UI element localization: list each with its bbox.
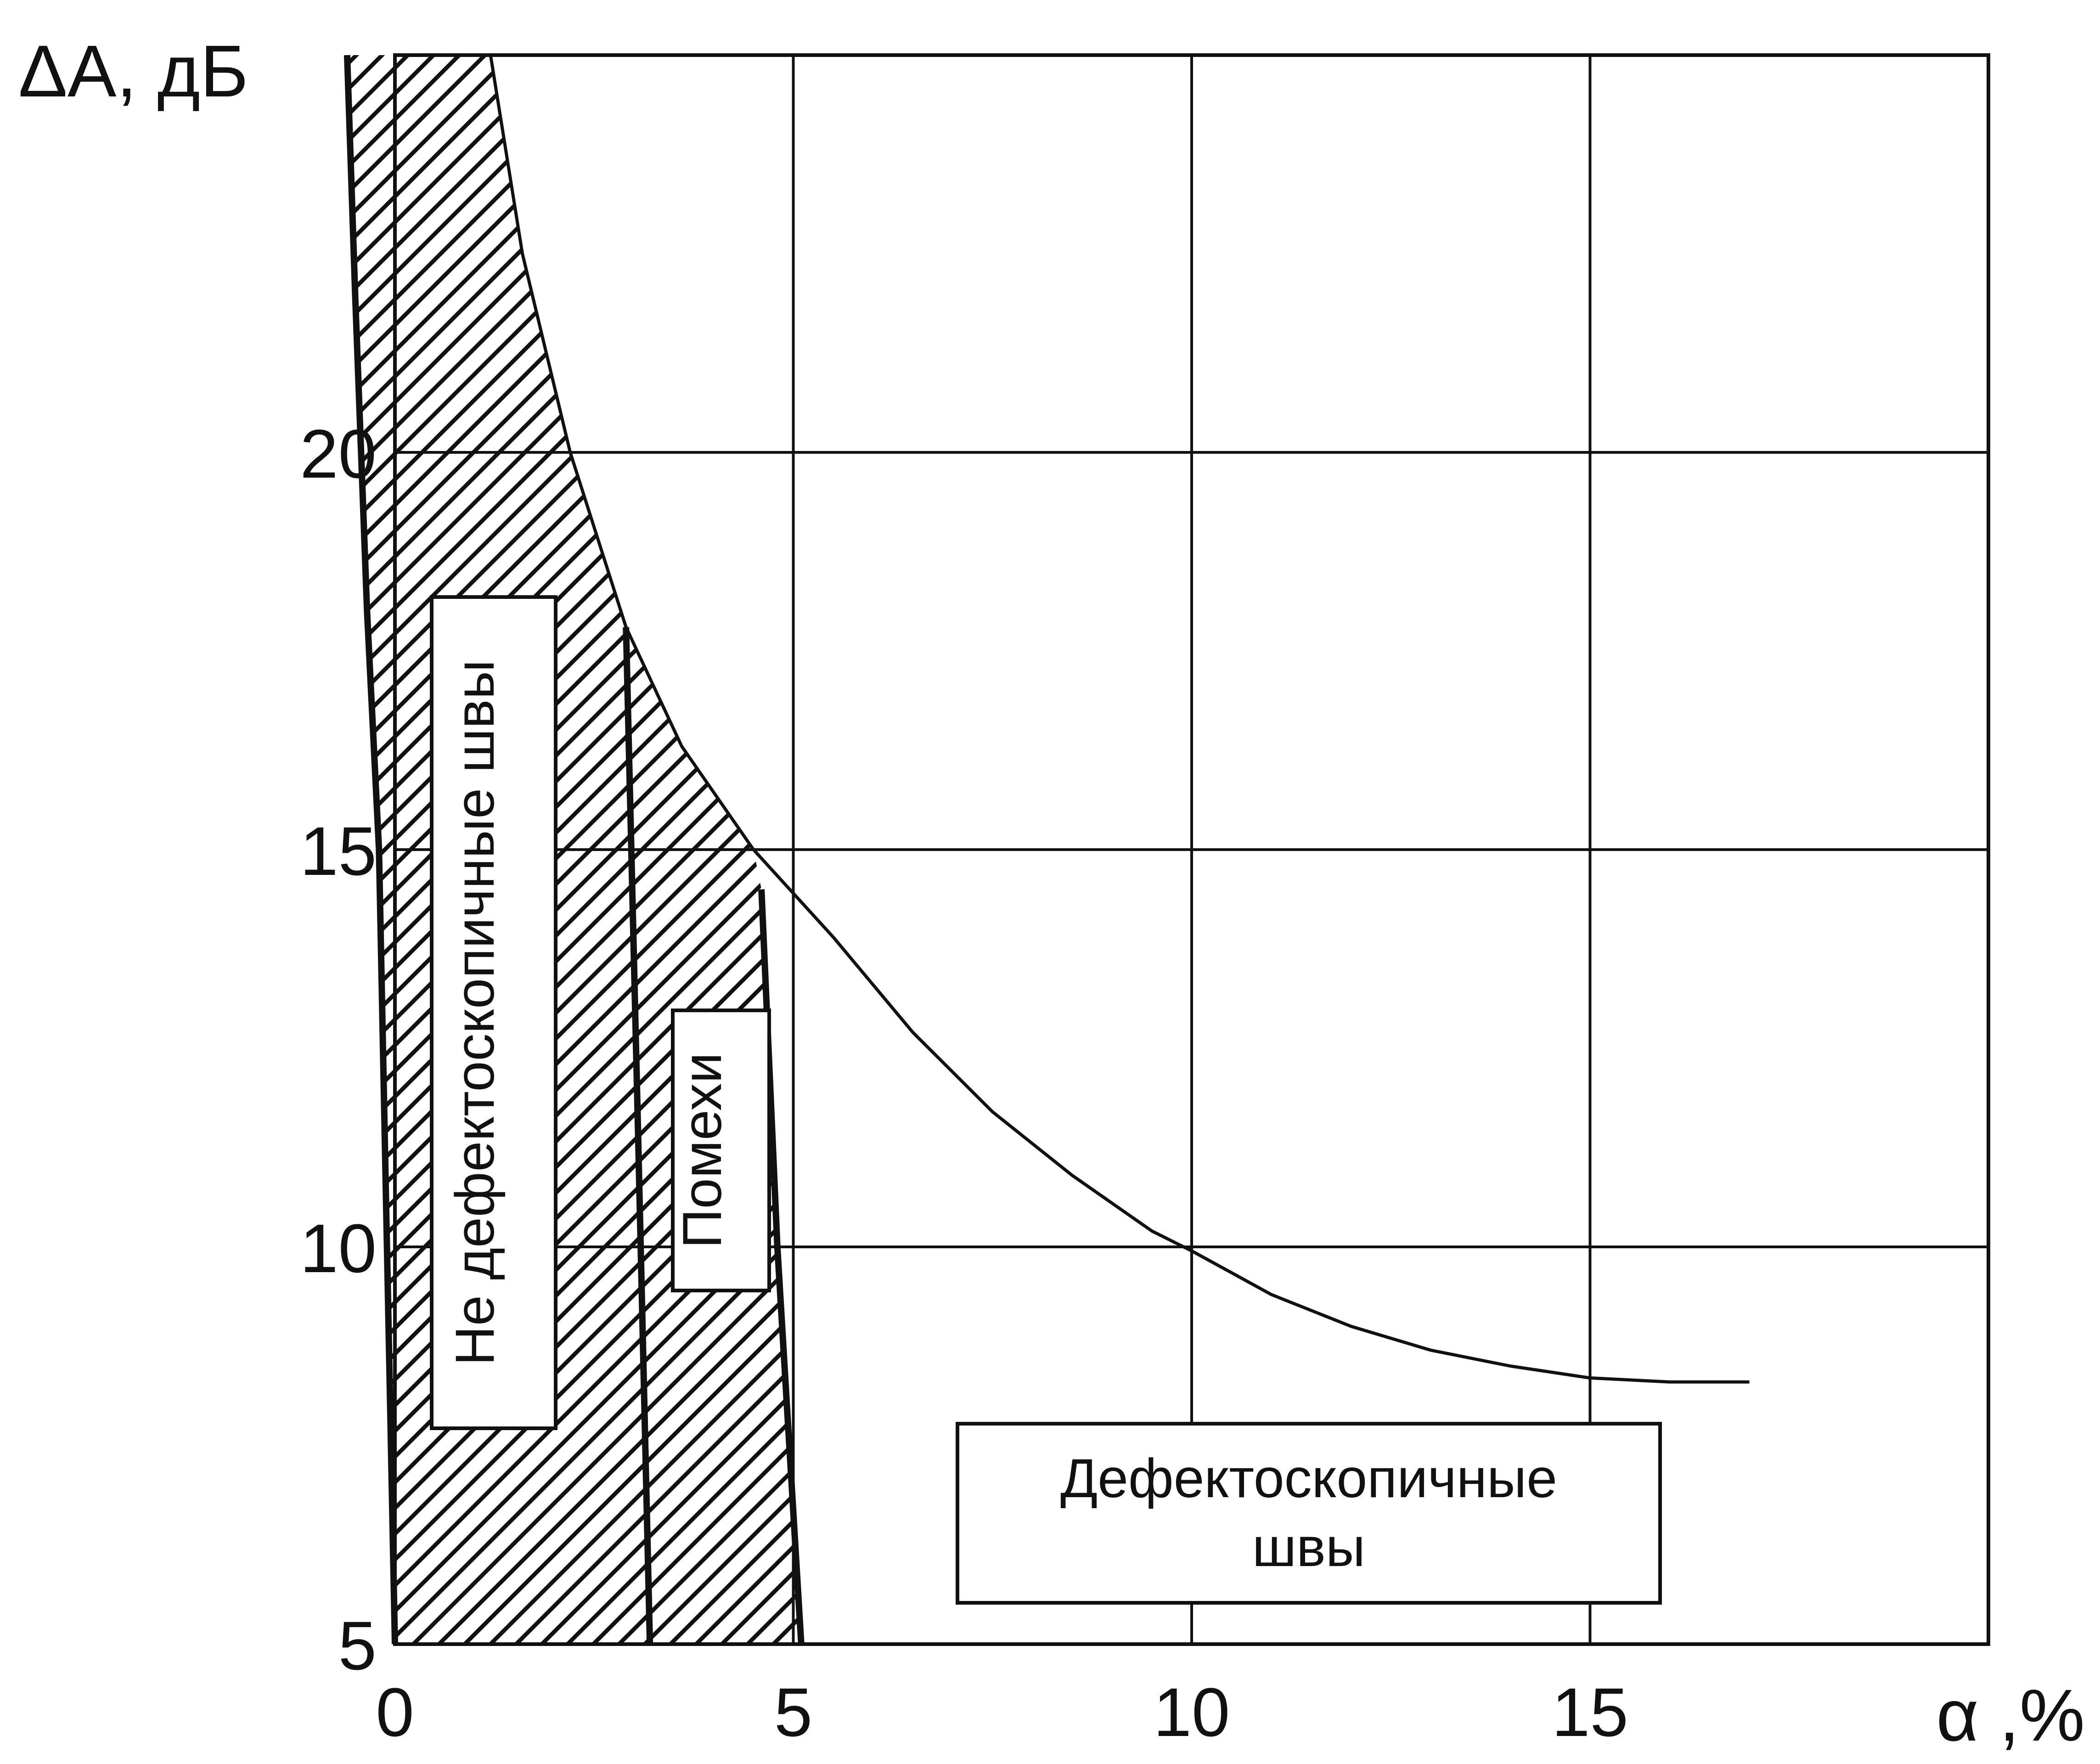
y-axis-label: ΔA, дБ [18,30,248,112]
boundary-curve [489,55,1750,1384]
label-noise: Помехи [671,1009,771,1292]
defect-label-line1: Дефектоскопичные [1060,1448,1557,1509]
plot-frame [393,53,1990,1646]
boundary-left [343,55,398,1645]
y-tick-label: 10 [300,1210,377,1287]
label-defect: Дефектоскопичные швы [956,1422,1662,1605]
label-nondefect: Не дефектоскопичные швы [430,595,557,1430]
y-ticks: 5 10 15 20 [300,415,377,1684]
y-tick-label: 20 [300,415,377,492]
x-ticks: 0 5 10 15 [376,1674,1628,1751]
noise-label: Помехи [671,1053,733,1249]
x-tick-label: 15 [1552,1674,1628,1751]
y-tick-label: 5 [338,1607,377,1684]
boundary-middle [623,627,653,1645]
nondefect-label: Не дефектоскопичные швы [444,659,506,1365]
x-tick-label: 10 [1154,1674,1230,1751]
defect-label-line2: швы [1252,1516,1365,1578]
x-tick-label: 0 [376,1674,414,1751]
x-tick-label: 5 [774,1674,812,1751]
x-axis-label: α ,% [1936,1674,2085,1756]
y-tick-label: 15 [300,812,377,890]
